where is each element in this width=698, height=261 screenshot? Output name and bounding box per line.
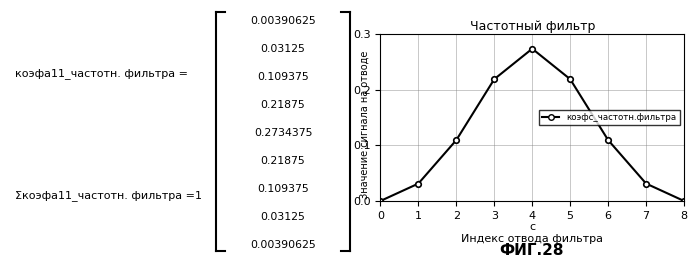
Text: ФИГ.28: ФИГ.28: [500, 244, 564, 258]
Text: 0.21875: 0.21875: [261, 156, 306, 166]
Text: 0.21875: 0.21875: [261, 100, 306, 110]
Text: Индекс отвода фильтра: Индекс отвода фильтра: [461, 234, 603, 244]
Legend: коэфс_частотн.фильтра: коэфс_частотн.фильтра: [539, 110, 680, 125]
Text: коэфа11_частотн. фильтра =: коэфа11_частотн. фильтра =: [15, 68, 188, 79]
Text: 0.03125: 0.03125: [260, 212, 306, 222]
Text: Значение сигнала на отводе: Значение сигнала на отводе: [359, 51, 370, 199]
Text: 0.00390625: 0.00390625: [251, 240, 316, 250]
Text: 0.00390625: 0.00390625: [251, 16, 316, 26]
Text: 0.109375: 0.109375: [258, 184, 309, 194]
X-axis label: с: с: [529, 222, 535, 232]
Text: Σкоэфа11_частотн. фильтра =1: Σкоэфа11_частотн. фильтра =1: [15, 190, 202, 201]
Text: 0.2734375: 0.2734375: [254, 128, 313, 138]
Text: 0.03125: 0.03125: [260, 44, 306, 54]
Title: Частотный фильтр: Частотный фильтр: [470, 20, 595, 33]
Text: 0.109375: 0.109375: [258, 72, 309, 82]
